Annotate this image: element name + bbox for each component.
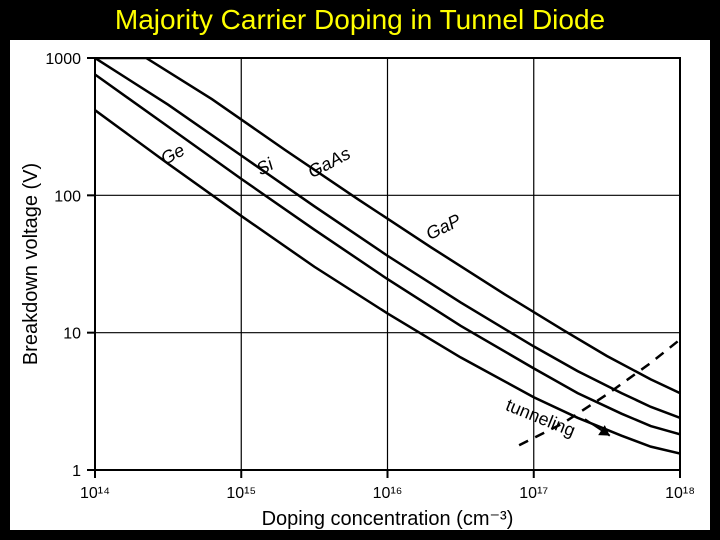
page-title: Majority Carrier Doping in Tunnel Diode bbox=[0, 0, 720, 36]
y-tick-label: 100 bbox=[54, 188, 81, 205]
breakdown-voltage-chart: 10¹⁴ 10¹⁵ 10¹⁶ 10¹⁷ 10¹⁸ 1 10 100 1000 Doping con… bbox=[10, 40, 710, 530]
x-tick-label: 10¹⁴ bbox=[80, 485, 110, 502]
series-label-Ge: Ge bbox=[157, 140, 188, 169]
series-label-GaAs: GaAs bbox=[305, 143, 354, 182]
y-tick-label: 1 bbox=[72, 463, 81, 480]
y-axis-label: Breakdown voltage (V) bbox=[20, 163, 42, 365]
x-tick-label: 10¹⁶ bbox=[373, 485, 403, 502]
series-label-GaP: GaP bbox=[423, 210, 464, 244]
x-axis-label: Doping concentration (cm⁻³) bbox=[262, 508, 514, 530]
x-tick-label: 10¹⁸ bbox=[665, 485, 695, 502]
x-tick-label: 10¹⁷ bbox=[519, 485, 548, 502]
chart-container: 10¹⁴ 10¹⁵ 10¹⁶ 10¹⁷ 10¹⁸ 1 10 100 1000 Doping con… bbox=[10, 40, 710, 530]
y-tick-label: 10 bbox=[63, 326, 81, 343]
y-tick-label: 1000 bbox=[45, 51, 81, 68]
x-tick-label: 10¹⁵ bbox=[226, 485, 256, 502]
